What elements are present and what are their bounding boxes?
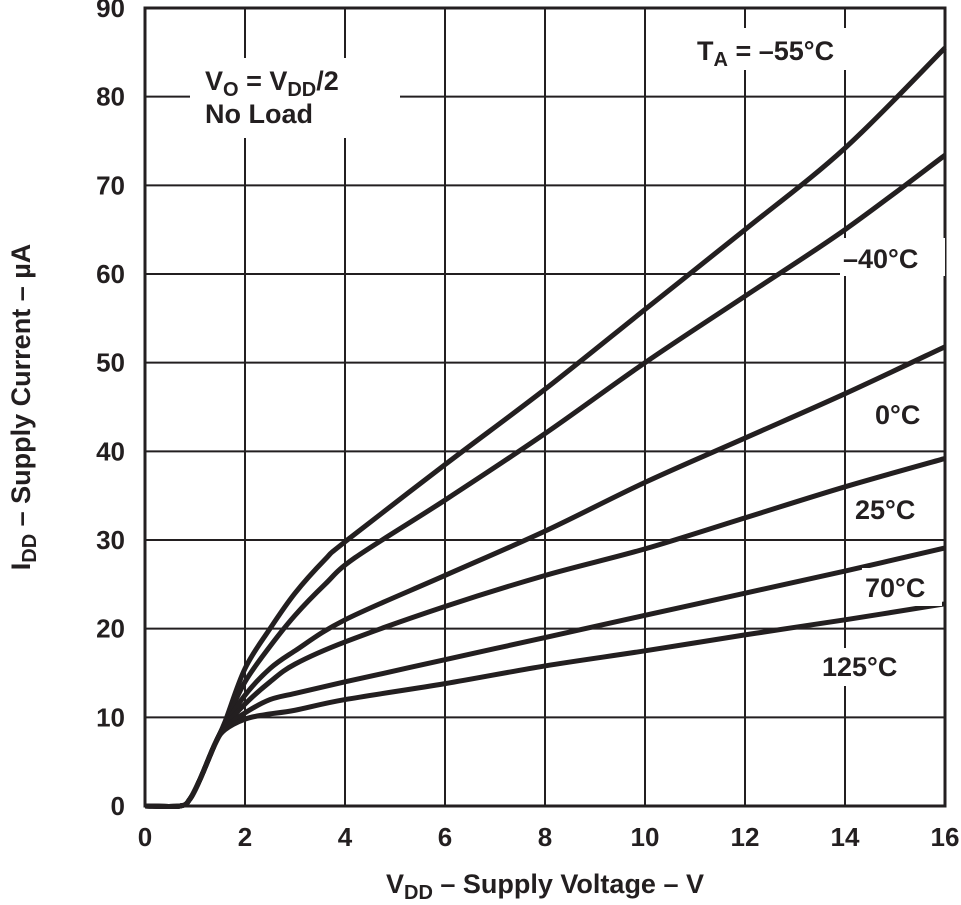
x-tick-label: 4 — [338, 822, 353, 852]
y-tick-label: 20 — [96, 614, 125, 644]
x-tick-label: 2 — [238, 822, 252, 852]
curves — [144, 46, 947, 810]
y-tick-labels: 0 10 20 30 40 50 60 70 80 90 — [96, 0, 125, 821]
series-label-25: 25°C — [855, 495, 915, 525]
y-tick-label: 40 — [96, 436, 125, 466]
y-tick-label: 30 — [96, 525, 125, 555]
y-tick-label: 90 — [96, 0, 125, 23]
y-tick-label: 60 — [96, 259, 125, 289]
x-tick-label: 8 — [538, 822, 552, 852]
series-label-125: 125°C — [822, 652, 897, 682]
y-tick-label: 50 — [96, 348, 125, 378]
annotation-line1: VO = VDD/2 — [205, 66, 339, 101]
series-label-70: 70°C — [865, 573, 925, 603]
grid — [144, 7, 946, 807]
y-tick-label: 0 — [111, 791, 125, 821]
x-tick-label: 14 — [831, 822, 860, 852]
series-line-5 — [144, 601, 946, 810]
x-tick-labels: 0 2 4 6 8 10 12 14 16 — [138, 822, 960, 852]
y-tick-label: 80 — [96, 82, 125, 112]
ta-label: TA = –55°C — [697, 36, 834, 71]
y-axis-label: IDD – Supply Current – µA — [6, 244, 41, 571]
x-tick-label: 10 — [631, 822, 660, 852]
x-tick-label: 0 — [138, 822, 152, 852]
series-label-0: 0°C — [875, 400, 920, 430]
y-tick-label: 70 — [96, 170, 125, 200]
plot-frame — [143, 6, 947, 808]
series-labels: –40°C 0°C 25°C 70°C 125°C — [818, 238, 945, 686]
series-label-minus40: –40°C — [843, 244, 918, 274]
x-tick-label: 16 — [931, 822, 960, 852]
x-tick-label: 12 — [731, 822, 760, 852]
x-tick-label: 6 — [438, 822, 452, 852]
ta-label-bg — [690, 28, 895, 70]
annotation-line2: No Load — [205, 99, 313, 129]
y-tick-label: 10 — [96, 702, 125, 732]
annotation-bg — [190, 58, 400, 138]
x-axis-label: VDD – Supply Voltage – V — [386, 869, 704, 904]
